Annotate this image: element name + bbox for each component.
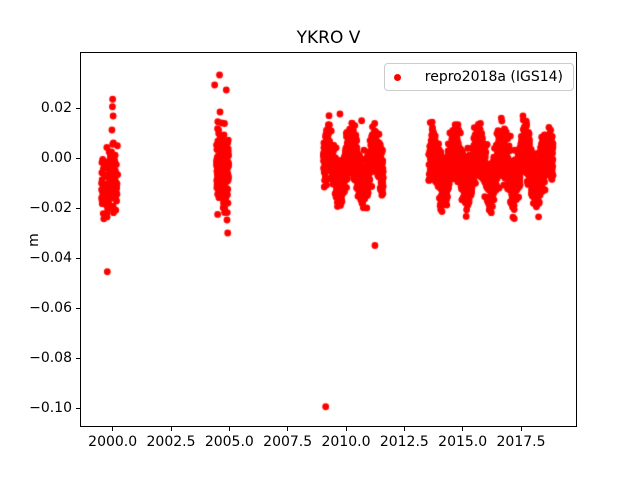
x-tick-label: 2000.0: [88, 434, 138, 450]
y-tick-label: −0.06: [29, 300, 72, 316]
y-tick-mark: [76, 107, 80, 109]
x-tick-mark: [345, 427, 347, 431]
y-tick-label: −0.08: [29, 350, 72, 366]
legend: repro2018a (IGS14): [383, 63, 574, 91]
y-tick-mark: [76, 357, 80, 359]
x-tick-label: 2010.0: [321, 434, 371, 450]
x-tick-mark: [520, 427, 522, 431]
y-tick-label: 0.00: [40, 150, 72, 166]
x-tick-mark: [403, 427, 405, 431]
y-tick-label: −0.02: [29, 200, 72, 216]
legend-label: repro2018a (IGS14): [424, 69, 563, 85]
x-tick-label: 2015.0: [438, 434, 488, 450]
y-tick-mark: [76, 407, 80, 409]
x-tick-label: 2017.5: [496, 434, 546, 450]
x-tick-mark: [287, 427, 289, 431]
x-tick-mark: [170, 427, 172, 431]
x-tick-label: 2007.5: [263, 434, 313, 450]
y-tick-mark: [76, 157, 80, 159]
scatter-canvas: [80, 52, 577, 427]
x-tick-label: 2012.5: [379, 434, 429, 450]
x-tick-mark: [228, 427, 230, 431]
x-tick-label: 2005.0: [204, 434, 254, 450]
y-tick-mark: [76, 207, 80, 209]
x-tick-mark: [112, 427, 114, 431]
y-tick-mark: [76, 257, 80, 259]
y-tick-label: 0.02: [40, 100, 72, 116]
x-tick-label: 2002.5: [146, 434, 196, 450]
chart-title: YKRO V: [296, 28, 361, 48]
y-tick-label: −0.04: [29, 250, 72, 266]
legend-marker-icon: [393, 73, 401, 81]
x-tick-mark: [462, 427, 464, 431]
y-tick-mark: [76, 307, 80, 309]
y-tick-label: −0.10: [29, 400, 72, 416]
